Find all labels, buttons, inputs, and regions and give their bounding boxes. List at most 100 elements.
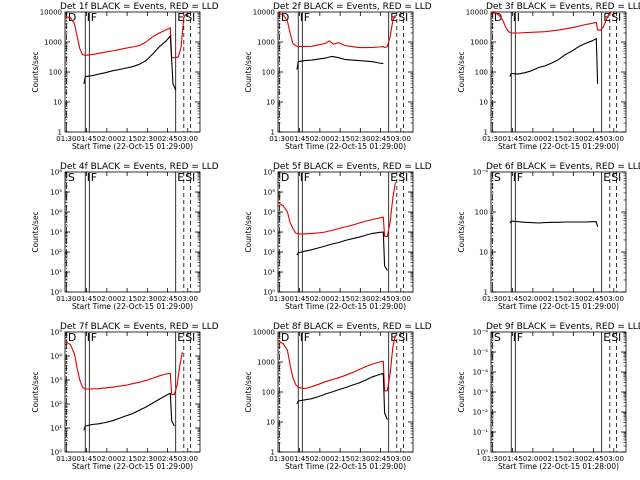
y-tick-label: 10³ xyxy=(50,377,62,385)
y-tick-label: 10³ xyxy=(50,229,62,237)
x-axis-label: Start Time (22-Oct-15 01:29:00) xyxy=(72,462,193,471)
plot-frame xyxy=(64,331,201,453)
x-tick-label: 02:30 xyxy=(563,135,583,143)
panel-title: Det 9f BLACK = Events, RED = LLD xyxy=(486,322,640,332)
y-tick-label: 10³ xyxy=(263,229,275,237)
x-tick-label: 02:15 xyxy=(543,455,563,463)
y-tick-label: 10 xyxy=(53,99,62,107)
x-tick-label: 01:45 xyxy=(290,135,310,143)
x-tick-label: 02:45 xyxy=(584,455,604,463)
y-tick-label: 10⁻² xyxy=(473,409,489,417)
x-tick-label: 02:15 xyxy=(543,295,563,303)
y-axis-label: Counts/sec xyxy=(31,371,40,412)
y-axis-label: Counts/sec xyxy=(244,51,253,92)
y-tick-label: 1 xyxy=(58,129,62,137)
y-tick-label: 10⁰ xyxy=(50,289,62,297)
panel-det-6: Det 6f BLACK = Events, RED = LLD 1 10 100 10… xyxy=(457,162,640,311)
panel-det-7: Det 7f BLACK = Events, RED = LLD 10⁰ 10¹ 10… xyxy=(31,322,219,471)
y-tick-label: 10⁴ xyxy=(50,209,62,217)
y-tick-label: 10² xyxy=(50,401,62,409)
x-axis-label: Start Time (22-Oct-15 01:29:00) xyxy=(498,142,619,151)
x-tick-label: 02:00 xyxy=(97,135,117,143)
plot-frame xyxy=(490,171,627,293)
y-tick-label: 10⁰ xyxy=(263,289,275,297)
marker-label-e: E xyxy=(390,331,397,344)
marker-label-e: E xyxy=(603,11,610,24)
y-tick-label: 10⁶ xyxy=(263,169,275,177)
x-tick-label: 02:45 xyxy=(158,455,178,463)
x-tick-label: 02:15 xyxy=(330,135,350,143)
y-tick-label: 10¹ xyxy=(50,425,62,433)
marker-label-f: F xyxy=(304,171,310,184)
x-tick-label: 02:15 xyxy=(117,295,137,303)
marker-label-i: I xyxy=(192,171,195,184)
panel-title: Det 4f BLACK = Events, RED = LLD xyxy=(60,162,219,172)
x-tick-label: 02:15 xyxy=(330,455,350,463)
marker-label-f: F xyxy=(91,331,97,344)
y-tick-label: 10¹ xyxy=(50,269,62,277)
x-tick-label: 02:00 xyxy=(310,135,330,143)
marker-label-i: I xyxy=(405,331,408,344)
series-line-lld xyxy=(64,13,187,59)
x-tick-label: 02:00 xyxy=(523,135,543,143)
y-tick-label: 10⁻⁴ xyxy=(473,329,489,337)
panel-title: Det 3f BLACK = Events, RED = LLD xyxy=(486,2,640,12)
panel-det-4: Det 4f BLACK = Events, RED = LLD 10⁰ 10¹ 10… xyxy=(31,162,219,311)
y-tick-label: 10⁶ xyxy=(50,169,62,177)
marker-label-d: D xyxy=(68,331,76,344)
marker-label-s: S xyxy=(185,331,192,344)
x-tick-label: 02:00 xyxy=(310,455,330,463)
x-tick-label: 01:30 xyxy=(56,295,76,303)
y-tick-label: 1000 xyxy=(257,39,275,47)
panel-title: Det 6f BLACK = Events, RED = LLD xyxy=(486,162,640,172)
y-tick-label: 1 xyxy=(484,289,488,297)
x-axis-label: Start Time (22-Oct-15 01:29:00) xyxy=(72,142,193,151)
y-axis-label: Counts/sec xyxy=(244,211,253,252)
marker-label-i: I xyxy=(87,171,90,184)
marker-label-e: E xyxy=(177,171,184,184)
marker-label-f: F xyxy=(517,331,523,344)
y-tick-label: 10⁻¹ xyxy=(473,429,489,437)
x-tick-label: 02:15 xyxy=(543,135,563,143)
y-axis-label: Counts/sec xyxy=(457,51,466,92)
x-tick-label: 02:15 xyxy=(117,135,137,143)
marker-label-d: D xyxy=(494,11,502,24)
marker-label-i: I xyxy=(300,171,303,184)
y-tick-label: 1000 xyxy=(470,39,488,47)
y-tick-label: 10 xyxy=(266,419,275,427)
y-tick-label: 10⁵ xyxy=(263,189,275,197)
x-tick-label: 03:00 xyxy=(178,135,198,143)
x-tick-label: 01:30 xyxy=(269,455,289,463)
y-tick-label: 1 xyxy=(271,449,275,457)
marker-label-i: I xyxy=(405,171,408,184)
x-tick-label: 03:00 xyxy=(604,135,624,143)
x-axis-label: Start Time (22-Oct-15 01:28:00) xyxy=(498,462,619,471)
y-tick-label: 10000 xyxy=(466,9,488,17)
x-tick-label: 02:00 xyxy=(523,455,543,463)
marker-label-f: F xyxy=(91,11,97,24)
x-tick-label: 02:45 xyxy=(371,455,391,463)
x-tick-label: 02:30 xyxy=(137,135,157,143)
x-tick-label: 01:30 xyxy=(56,135,76,143)
marker-label-i: I xyxy=(513,331,516,344)
x-tick-label: 03:00 xyxy=(178,295,198,303)
series-line-events xyxy=(83,392,175,431)
x-tick-label: 02:30 xyxy=(350,455,370,463)
y-tick-label: 10⁴ xyxy=(263,209,275,217)
x-tick-label: 01:30 xyxy=(269,135,289,143)
panel-det-9: Det 9f BLACK = Events, RED = LLD 10⁰ 10⁻¹ 1… xyxy=(457,322,640,471)
panel-title: Det 5f BLACK = Events, RED = LLD xyxy=(273,162,432,172)
x-tick-label: 03:00 xyxy=(391,455,411,463)
x-tick-label: 02:30 xyxy=(137,455,157,463)
y-tick-label: 10⁻³ xyxy=(473,389,489,397)
y-tick-label: 10⁻⁴ xyxy=(473,369,489,377)
marker-label-e: E xyxy=(390,171,397,184)
y-axis-label: Counts/sec xyxy=(457,211,466,252)
marker-label-d: D xyxy=(281,331,289,344)
marker-label-i: I xyxy=(87,11,90,24)
x-tick-label: 03:00 xyxy=(604,455,624,463)
x-tick-label: 02:30 xyxy=(563,455,583,463)
y-axis-label: Counts/sec xyxy=(31,51,40,92)
x-tick-label: 01:45 xyxy=(77,295,97,303)
x-tick-label: 03:00 xyxy=(178,455,198,463)
